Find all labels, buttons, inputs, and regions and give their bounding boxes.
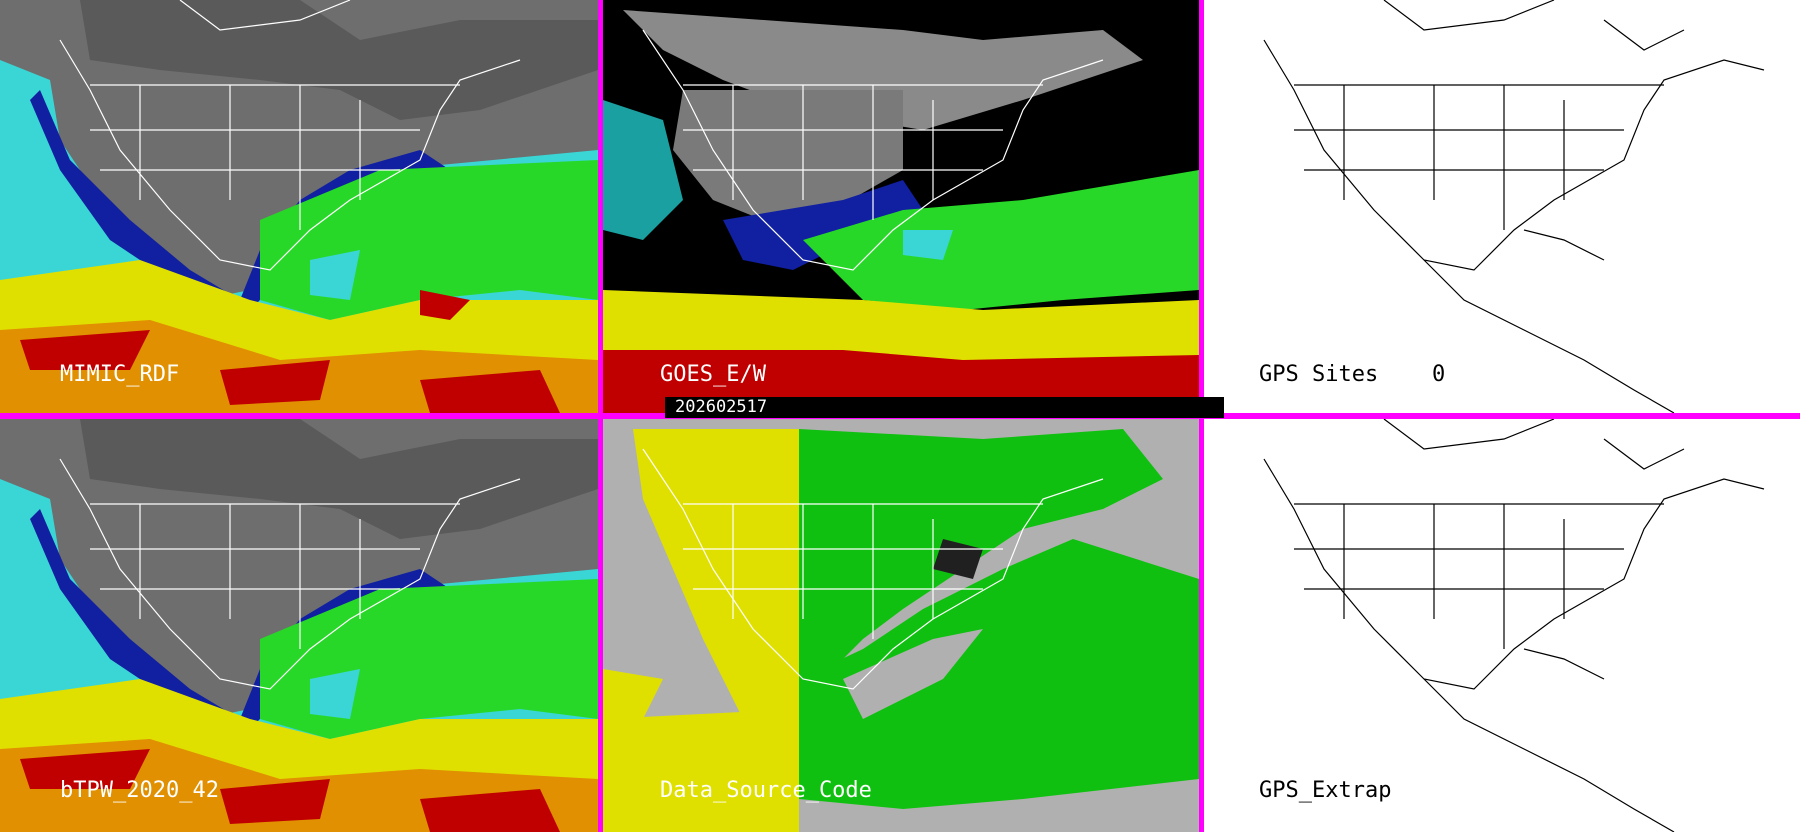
tpw-map-mimic — [0, 0, 598, 413]
panel-btpw[interactable]: bTPW_2020_42 — [0, 419, 598, 832]
panel-label: MIMIC_RDF — [60, 362, 180, 387]
tpw-map-goes — [603, 0, 1199, 413]
gps-sites-count: 0 — [1432, 362, 1446, 387]
panel-label: GPS Sites — [1259, 362, 1379, 387]
tpw-map-btpw — [0, 419, 598, 832]
panel-label: bTPW_2020_42 — [60, 778, 219, 803]
timestamp-bar: 202602517 — [665, 397, 1224, 418]
data-source-map — [603, 419, 1199, 832]
panel-mimic-rdf[interactable]: MIMIC_RDF — [0, 0, 598, 413]
panel-label: GPS_Extrap — [1259, 778, 1392, 803]
panel-label: GOES_E/W — [660, 362, 766, 387]
panel-label: Data_Source_Code — [660, 778, 872, 803]
panel-gps-extrap[interactable]: GPS_Extrap — [1204, 419, 1800, 832]
panel-goes-ew[interactable]: GOES_E/W — [603, 0, 1199, 413]
outline-map-gps-sites — [1204, 0, 1800, 413]
outline-map-gps-extrap — [1204, 419, 1800, 832]
panel-data-source-code[interactable]: Data_Source_Code — [603, 419, 1199, 832]
panel-gps-sites[interactable]: GPS Sites 0 — [1204, 0, 1800, 413]
